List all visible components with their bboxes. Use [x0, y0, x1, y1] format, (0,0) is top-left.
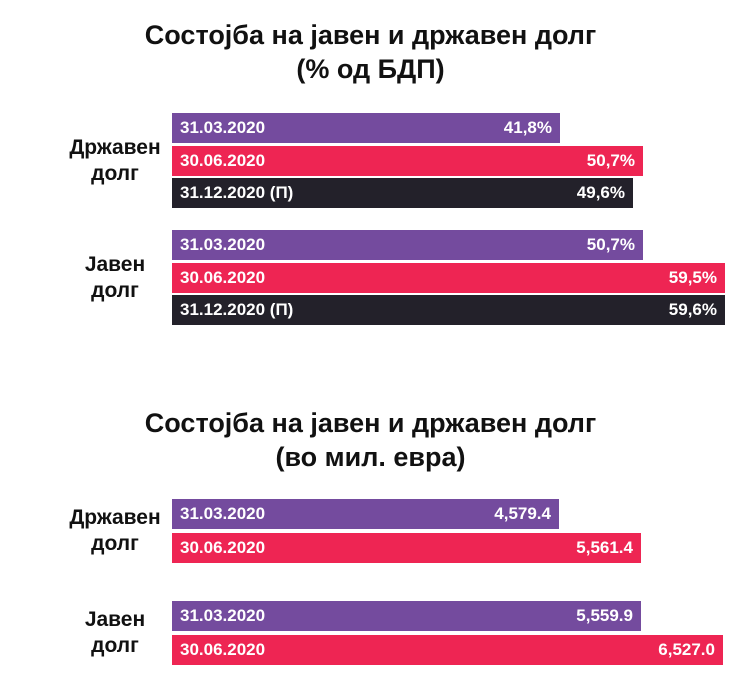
bar: 31.12.2020 (П) 49,6% [172, 178, 633, 208]
chart-title-line-2: (% од БДП) [296, 54, 445, 84]
category-label-line: долг [91, 633, 139, 657]
bar-series-label: 30.06.2020 [180, 267, 266, 287]
bar: 30.06.2020 5,561.4 [172, 532, 641, 563]
chart-title: Состојба на јавен и државен долг (во мил… [0, 406, 741, 474]
category-label-line: Јавен [84, 252, 146, 276]
bar-series-label: 31.12.2020 (П) [180, 183, 294, 202]
bar: 31.03.2020 5,559.9 [172, 601, 641, 631]
chart-title-line-1: Состојба на јавен и државен долг [144, 408, 597, 438]
bar-series-label: 31.03.2020 [180, 235, 266, 254]
category-label: Државен долг [40, 505, 190, 557]
category-label-line: долг [91, 278, 139, 302]
category-label-line: долг [91, 531, 139, 555]
chart-title-line-1: Состојба на јавен и државен долг [144, 20, 597, 50]
bar-value-label: 50,7% [586, 150, 635, 170]
category-label-line: Државен [69, 505, 161, 529]
category-label: Јавен долг [40, 607, 190, 659]
bar-value-label: 5,559.9 [576, 606, 633, 625]
category-label-line: Државен [69, 135, 161, 159]
bar-value-label: 41,8% [503, 118, 552, 137]
bar-value-label: 59,6% [668, 300, 717, 319]
bar-value-label: 49,6% [576, 183, 625, 202]
bar-value-label: 6,527.0 [658, 639, 715, 659]
bar: 30.06.2020 50,7% [172, 145, 643, 176]
bar: 31.03.2020 4,579.4 [172, 499, 559, 529]
bar: 31.12.2020 (П) 59,6% [172, 295, 725, 325]
bar-value-label: 59,5% [668, 267, 717, 287]
category-label: Државен долг [40, 135, 190, 187]
bar-series-label: 30.06.2020 [180, 150, 266, 170]
category-label-line: долг [91, 161, 139, 185]
bar: 31.03.2020 41,8% [172, 113, 560, 143]
bar-value-label: 5,561.4 [576, 537, 633, 557]
bar: 30.06.2020 6,527.0 [172, 634, 723, 665]
bar-series-label: 31.03.2020 [180, 606, 266, 625]
category-label: Јавен долг [40, 252, 190, 304]
chart-title: Состојба на јавен и државен долг (% од Б… [0, 18, 741, 86]
bar-value-label: 50,7% [586, 235, 635, 254]
bar-value-label: 4,579.4 [494, 504, 551, 523]
bar-series-label: 31.03.2020 [180, 118, 266, 137]
bar-series-label: 31.12.2020 (П) [180, 300, 294, 319]
bar-series-label: 30.06.2020 [180, 639, 266, 659]
chart-title-line-2: (во мил. евра) [275, 442, 466, 472]
chart-debt-percent-gdp: Состојба на јавен и државен долг (% од Б… [0, 0, 741, 340]
bar-series-label: 30.06.2020 [180, 537, 266, 557]
category-label-line: Јавен [84, 607, 146, 631]
bar-series-label: 31.03.2020 [180, 504, 266, 523]
bar: 30.06.2020 59,5% [172, 262, 725, 293]
bar: 31.03.2020 50,7% [172, 230, 643, 260]
